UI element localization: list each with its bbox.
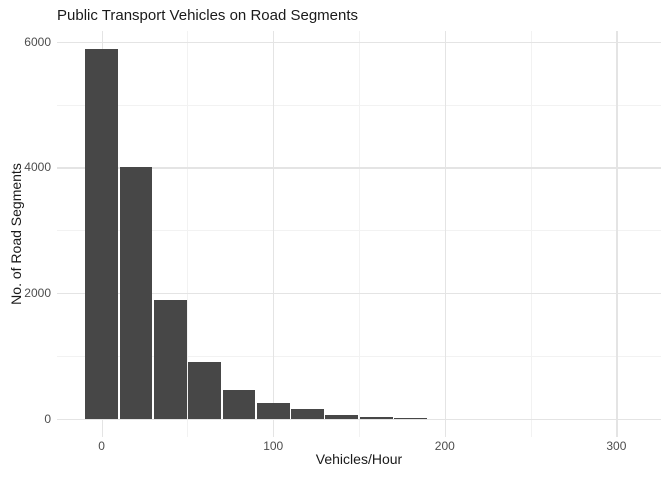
- histogram-bar: [222, 390, 256, 419]
- y-major-gridline: [57, 418, 661, 420]
- y-major-gridline: [57, 41, 661, 43]
- x-tick-label: 300: [606, 439, 627, 453]
- y-tick-label: 2000: [24, 285, 51, 300]
- x-major-gridline: [616, 31, 618, 437]
- x-minor-gridline: [359, 31, 360, 437]
- plot-panel: [57, 31, 661, 437]
- x-tick-label: 0: [98, 439, 105, 453]
- y-tick-label: 6000: [24, 34, 51, 49]
- y-major-gridline: [57, 167, 661, 169]
- histogram-bar: [85, 49, 118, 419]
- x-minor-gridline: [187, 31, 189, 437]
- x-major-gridline: [273, 31, 275, 437]
- x-tick-label: 100: [263, 439, 284, 453]
- histogram-bar: [153, 300, 187, 419]
- x-major-gridline: [444, 31, 446, 437]
- x-minor-gridline: [530, 31, 532, 437]
- histogram-bar: [394, 417, 427, 419]
- histogram-bar: [119, 167, 153, 419]
- x-tick-label: 200: [434, 439, 455, 453]
- chart-title: Public Transport Vehicles on Road Segmen…: [57, 7, 359, 24]
- y-axis-title: No. of Road Segments: [8, 163, 24, 305]
- histogram-bar: [188, 362, 221, 419]
- histogram-bar: [359, 417, 393, 419]
- x-axis-title: Vehicles/Hour: [315, 451, 403, 467]
- histogram-bar: [325, 415, 359, 419]
- histogram-bar: [291, 409, 324, 419]
- histogram-bar: [256, 402, 290, 419]
- y-tick-label: 4000: [24, 160, 51, 175]
- y-tick-label: 0: [44, 411, 51, 426]
- y-major-gridline: [57, 292, 661, 295]
